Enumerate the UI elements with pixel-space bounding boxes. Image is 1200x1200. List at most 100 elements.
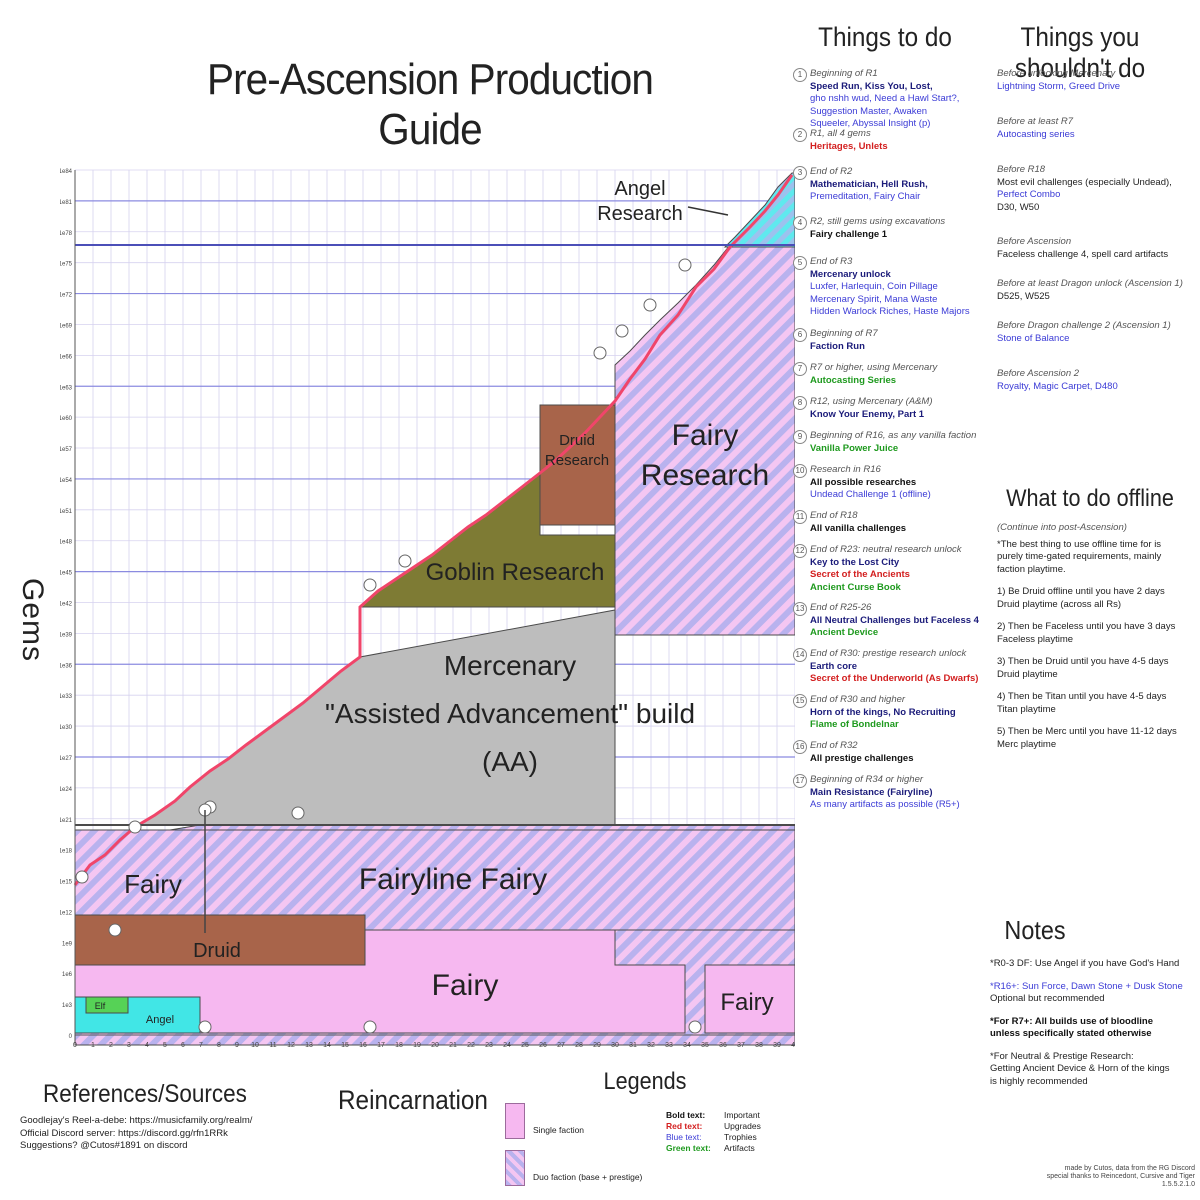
x-tick-label: 24 [503,1042,511,1049]
label-druid: Druid [193,940,241,962]
todo-number: 3 [793,166,807,180]
todo-number: 12 [793,544,807,558]
todo-line: All vanilla challenges [810,522,907,534]
milestone-marker [678,258,692,272]
y-tick-label: 1e24 [60,787,73,793]
todo-line: Mercenary unlock [810,268,891,280]
y-tick-label: 1e36 [60,663,73,669]
todo-number: 11 [793,510,807,524]
milestone-marker [643,298,657,312]
todo-number: 9 [793,430,807,444]
offline-step: 3) Then be Druid until you have 4-5 days [997,656,1169,667]
todo-context: Beginning of R7 [810,328,878,339]
dont-item: Before Ascension Faceless challenge 4, sp… [997,236,1192,261]
dont-item: Before R18 Most evil challenges (especial… [997,164,1192,214]
x-tick-label: 39 [773,1042,781,1049]
y-tick-label: 1e21 [60,818,73,824]
y-tick-label: 1e69 [60,323,73,329]
dont-item: Before Dragon challenge 2 (Ascension 1) S… [997,320,1192,345]
todo-number: 10 [793,464,807,478]
todo-context: End of R25-26 [810,602,872,613]
legend-single-swatch [505,1103,525,1139]
todo-line: Undead Challenge 1 (offline) [810,489,931,500]
note-line: Getting Ancient Device & Horn of the kin… [990,1063,1170,1074]
todo-context: Beginning of R1 [810,68,878,79]
todo-item: 7 R7 or higher, using Mercenary Autocastin… [793,362,990,387]
todo-line: Flame of Bondelnar [810,719,899,730]
dont-item: Before at least Dragon unlock (Ascension… [997,278,1192,303]
legend-key-style: Bold text: [666,1110,706,1120]
gem-progress-line [73,174,794,886]
todo-number: 5 [793,256,807,270]
offline-step: Titan playtime [997,703,1056,715]
todo-item: 12 End of R23: neutral research unlock Key… [793,544,990,594]
todo-number: 14 [793,648,807,662]
todo-item: 15 End of R30 and higher Horn of the kings… [793,694,990,732]
y-tick-label: 1e30 [60,725,73,731]
dont-item: Before unlocking Mercenary Lightning Stor… [997,68,1192,93]
legend-duo-swatch [505,1150,525,1186]
offline-intro: *The best thing to use offline time for … [997,538,1162,550]
note-line: is highly recommended [990,1075,1088,1087]
y-axis-label: Gems [16,577,49,663]
todo-number: 15 [793,694,807,708]
todo-number: 7 [793,362,807,376]
region-elf [85,996,129,1014]
todo-context: End of R18 [810,510,858,521]
y-tick-label: 1e3 [62,1003,73,1009]
note-line: *R16+: Sun Force, Dawn Stone + Dusk Ston… [990,980,1183,992]
todo-context: R1, all 4 gems [810,128,871,139]
todo-line: Autocasting Series [810,374,897,386]
x-tick-label: 5 [163,1042,167,1049]
todo-line: Ancient Device [810,627,879,638]
label-goblin-research: Goblin Research [426,559,605,586]
things-to-do-heading: Things to do [818,22,952,52]
legend-key-style: Red text: [666,1121,703,1131]
legend-single-label: Single faction [533,1125,585,1135]
reference-line: Suggestions? @Cutos#1891 on discord [20,1140,188,1151]
dont-context: Before Ascension 2 [997,368,1080,379]
region-fairy-bottom [74,929,686,1034]
todo-number: 6 [793,328,807,342]
note-line: Optional but recommended [990,993,1105,1004]
region-fairy-research [614,244,795,636]
todo-context: End of R30 and higher [810,694,906,705]
offline-sub: (Continue into post-Ascension) [997,522,1127,533]
todo-context: Beginning of R34 or higher [810,774,924,785]
page-title: Pre-Ascension Production Guide [207,55,654,154]
dont-context: Before unlocking Mercenary [997,68,1116,79]
region-druid-research [539,404,616,526]
milestone-marker [398,554,412,568]
todo-line: Faction Run [810,340,865,352]
offline-step: 5) Then be Merc until you have 11-12 day… [997,726,1177,737]
label-druid-research-2: Research [545,452,609,469]
dont-line: Most evil challenges (especially Undead)… [997,176,1172,188]
todo-line: Main Resistance (Fairyline) [810,786,933,798]
todo-context: End of R2 [810,166,853,177]
dont-context: Before at least R7 [997,116,1074,127]
legend-key-row: Blue text: Trophies [666,1132,796,1143]
y-tick-label: 1e78 [60,231,73,237]
milestone-marker [363,578,377,592]
legend-duo-label: Duo faction (base + prestige) [533,1172,643,1182]
todo-line: Know Your Enemy, Part 1 [810,408,925,420]
todo-number: 16 [793,740,807,754]
todo-number: 8 [793,396,807,410]
note-line: unless specifically stated otherwise [990,1028,1152,1039]
y-tick-label: 1e39 [60,632,73,638]
todo-number: 17 [793,774,807,788]
milestone-marker [75,870,89,884]
y-tick-label: 1e60 [60,416,73,422]
offline-heading: What to do offline [1006,485,1174,512]
todo-item: 2 R1, all 4 gems Heritages, Unlets [793,128,990,153]
notes-list: *R0-3 DF: Use Angel if you have God's Ha… [990,958,1195,1088]
x-tick-label: 31 [629,1042,637,1049]
legend-key-row: Red text: Upgrades [666,1121,796,1132]
production-chart: Angel Research Fairy Research Druid Rese… [60,169,795,1049]
todo-context: R7 or higher, using Mercenary [810,362,938,373]
x-tick-label: 29 [593,1042,601,1049]
label-angel: Angel [146,1014,174,1026]
milestone-marker [128,820,142,834]
x-tick-label: 11 [269,1042,276,1049]
x-tick-label: 19 [413,1042,421,1049]
